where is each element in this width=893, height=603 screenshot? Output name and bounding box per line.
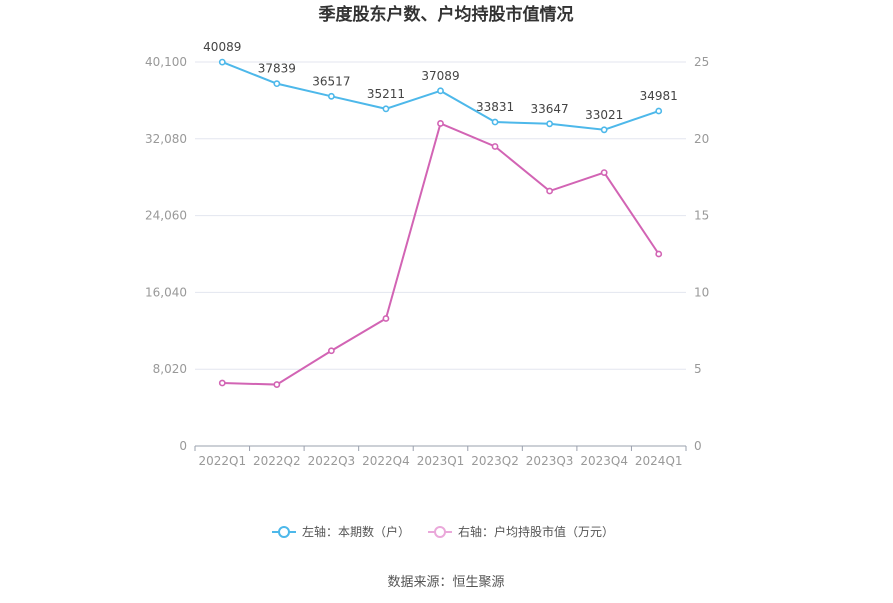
series-line-1 (222, 122, 660, 386)
data-point[interactable] (273, 381, 281, 388)
chart-title: 季度股东户数、户均持股市值情况 (319, 4, 574, 25)
axes: 0 0 8,020 5 16,040 10 24,060 15 32,080 20 40,100 25… (145, 55, 709, 468)
data-point[interactable] (437, 120, 444, 127)
series-layer: 40089 37839 36517 35211 37089 33831 33647 33021… (203, 40, 678, 388)
data-label: 34981 (640, 89, 678, 103)
legend-item-households[interactable]: 左轴：本期数（户） (272, 524, 410, 539)
x-axis-tick-label: 2023Q1 (417, 454, 465, 468)
x-axis-tick-label: 2022Q2 (253, 454, 301, 468)
data-label: 36517 (312, 74, 350, 88)
data-point[interactable] (491, 143, 499, 150)
x-axis-tick-label: 2022Q1 (198, 454, 246, 468)
data-point[interactable] (546, 187, 554, 195)
left-axis-tick-label: 8,020 (153, 362, 187, 376)
data-point[interactable] (382, 315, 390, 322)
x-axis-tick-label: 2023Q4 (580, 454, 628, 468)
x-axis-tick-label: 2023Q3 (526, 454, 574, 468)
data-label: 33647 (531, 102, 569, 116)
data-point[interactable] (437, 87, 444, 95)
left-axis-tick-label: 24,060 (145, 209, 187, 223)
data-point[interactable] (273, 80, 281, 88)
data-point[interactable] (327, 92, 335, 100)
x-axis-tick-label: 2024Q1 (635, 454, 683, 468)
data-label: 33021 (585, 108, 623, 122)
data-point[interactable] (327, 347, 335, 355)
data-point[interactable] (655, 250, 663, 258)
legend[interactable]: 左轴：本期数（户） 右轴：户均持股市值（万元） (272, 524, 614, 539)
data-label: 37839 (258, 62, 296, 76)
legend-marker-households (278, 526, 290, 538)
left-axis-tick-label: 40,100 (145, 55, 187, 69)
data-point[interactable] (600, 126, 608, 134)
data-label: 40089 (203, 40, 241, 54)
right-axis-tick-label: 20 (694, 132, 709, 146)
data-label: 33831 (476, 100, 514, 114)
right-axis-tick-label: 0 (694, 439, 702, 453)
left-axis-tick-label: 32,080 (145, 132, 187, 146)
x-axis-tick-label: 2023Q2 (471, 454, 519, 468)
data-point[interactable] (655, 107, 663, 115)
grid-lines (195, 61, 686, 370)
right-axis-tick-label: 5 (694, 362, 702, 376)
legend-label-avg-value: 右轴：户均持股市值（万元） (458, 524, 614, 539)
legend-label-households: 左轴：本期数（户） (302, 524, 410, 539)
right-axis-tick-label: 15 (694, 209, 709, 223)
right-axis-tick-label: 10 (694, 285, 709, 299)
x-axis-tick-label: 2022Q3 (308, 454, 356, 468)
left-axis-tick-label: 16,040 (145, 285, 187, 299)
left-axis-tick-label: 0 (179, 439, 187, 453)
data-point[interactable] (382, 105, 390, 113)
data-point[interactable] (546, 120, 554, 128)
source-note: 数据来源：恒生聚源 (387, 575, 504, 590)
data-point[interactable] (218, 379, 226, 387)
legend-marker-avg-value (434, 526, 446, 538)
data-label: 37089 (421, 69, 459, 83)
legend-item-avg-value[interactable]: 右轴：户均持股市值（万元） (428, 524, 614, 539)
data-point[interactable] (491, 118, 499, 126)
data-point[interactable] (218, 58, 226, 66)
data-point[interactable] (600, 169, 608, 176)
right-axis-tick-label: 25 (694, 55, 709, 69)
x-axis-tick-label: 2022Q4 (362, 454, 410, 468)
data-label: 35211 (367, 87, 405, 101)
